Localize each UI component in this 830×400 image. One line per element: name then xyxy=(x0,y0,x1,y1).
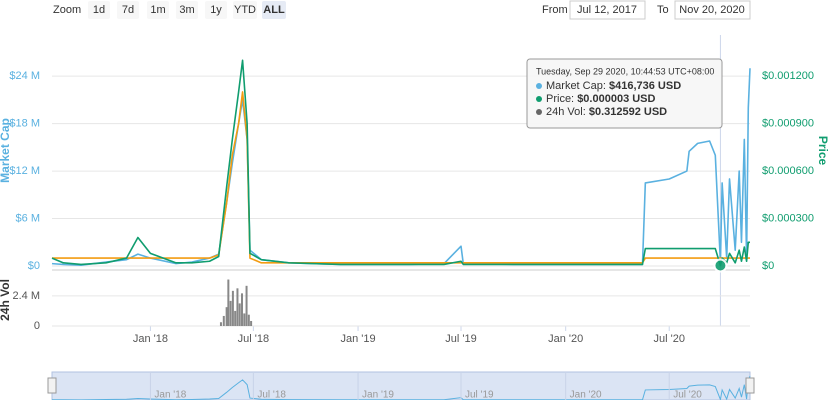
x-tick-label: Jul '19 xyxy=(445,333,476,345)
volume-bar xyxy=(243,313,246,326)
y-tick-label: $18 M xyxy=(9,118,40,130)
volume-bar xyxy=(247,314,250,326)
y2-axis-title: Price xyxy=(816,136,830,166)
tooltip-item-value: $0.000003 USD xyxy=(577,93,655,105)
navigator-label: Jul '20 xyxy=(673,390,702,400)
x-tick-label: Jan '19 xyxy=(340,333,375,345)
zoom-button-label: 3m xyxy=(179,4,194,16)
volume-bar xyxy=(238,303,241,326)
navigator-label: Jan '18 xyxy=(154,390,186,400)
navigator-handle[interactable] xyxy=(47,377,57,394)
tooltip-item-value: $0.312592 USD xyxy=(589,106,667,118)
tooltip-item: Market Cap: $416,736 USD xyxy=(546,80,681,92)
y-tick-label: $24 M xyxy=(9,70,40,82)
from-date: Jul 12, 2017 xyxy=(577,4,637,16)
volume-bar xyxy=(222,315,225,326)
volume-bar xyxy=(227,279,230,326)
y2-tick-label: $0.000600 xyxy=(762,165,814,177)
to-label: To xyxy=(657,4,669,16)
y-tick-label: 0 xyxy=(34,320,40,332)
from-label: From xyxy=(542,4,568,16)
x-tick-label: Jul '18 xyxy=(238,333,269,345)
tooltip-item-label: Price: xyxy=(546,93,574,105)
to-date: Nov 20, 2020 xyxy=(679,4,744,16)
zoom-button-label: 1d xyxy=(93,4,105,16)
y-tick-label: $12 M xyxy=(9,165,40,177)
tooltip-dot xyxy=(536,109,542,115)
tooltip-item-label: 24h Vol: xyxy=(546,106,586,118)
zoom-button-label: ALL xyxy=(263,4,285,16)
x-tick-label: Jan '18 xyxy=(133,333,168,345)
navigator-label: Jul '18 xyxy=(257,390,286,400)
y-axis-title: Market Cap xyxy=(0,118,12,183)
zoom-label: Zoom xyxy=(53,4,81,16)
volume-bar xyxy=(245,285,248,326)
y-tick-label: $6 M xyxy=(16,212,40,224)
zoom-button[interactable] xyxy=(233,1,257,19)
y2-tick-label: $0.001200 xyxy=(762,70,814,82)
x-tick-label: Jul '20 xyxy=(653,333,684,345)
zoom-button[interactable] xyxy=(117,1,139,19)
tooltip-dot xyxy=(536,83,542,89)
zoom-button[interactable] xyxy=(147,1,169,19)
to-input[interactable] xyxy=(674,0,751,20)
tooltip-item: Price: $0.000003 USD xyxy=(546,93,656,105)
tooltip-title: Tuesday, Sep 29 2020, 10:44:53 UTC+08:00 xyxy=(536,66,714,76)
volume-bar xyxy=(229,300,232,326)
volume-bar xyxy=(225,307,228,326)
volume-axis-title: 24h Vol xyxy=(0,279,12,321)
volume-bar xyxy=(250,320,253,326)
zoom-button-label: 1m xyxy=(150,4,165,16)
zoom-button-label: 7d xyxy=(122,4,134,16)
from-input[interactable] xyxy=(569,0,646,20)
y-tick-label: 2.4 M xyxy=(12,290,40,302)
zoom-button-label: YTD xyxy=(234,4,256,16)
tooltip xyxy=(526,58,723,129)
tooltip-item: 24h Vol: $0.312592 USD xyxy=(546,106,667,118)
zoom-button[interactable] xyxy=(262,1,286,19)
y-tick-label: $0 xyxy=(28,260,40,272)
y2-tick-label: $0.000900 xyxy=(762,118,814,130)
x-tick-label: Jan '20 xyxy=(548,333,583,345)
tooltip-dot xyxy=(536,96,542,102)
zoom-button[interactable] xyxy=(205,1,227,19)
navigator-label: Jan '20 xyxy=(570,390,602,400)
navigator-label: Jan '19 xyxy=(362,390,394,400)
y2-tick-label: $0.000300 xyxy=(762,212,814,224)
volume-bar xyxy=(231,290,234,326)
hover-marker xyxy=(713,258,728,273)
y2-tick-label: $0 xyxy=(762,260,774,272)
navigator-handle[interactable] xyxy=(745,377,755,394)
zoom-button[interactable] xyxy=(88,1,110,19)
volume-bar xyxy=(234,310,237,326)
navigator-label: Jul '19 xyxy=(465,390,494,400)
zoom-button[interactable] xyxy=(176,1,198,19)
zoom-button-label: 1y xyxy=(210,4,222,16)
series-line xyxy=(51,59,750,267)
volume-bar xyxy=(241,293,244,326)
tooltip-item-value: $416,736 USD xyxy=(609,80,681,92)
tooltip-item-label: Market Cap: xyxy=(546,80,606,92)
volume-bar xyxy=(236,288,239,326)
volume-bar xyxy=(219,322,222,326)
